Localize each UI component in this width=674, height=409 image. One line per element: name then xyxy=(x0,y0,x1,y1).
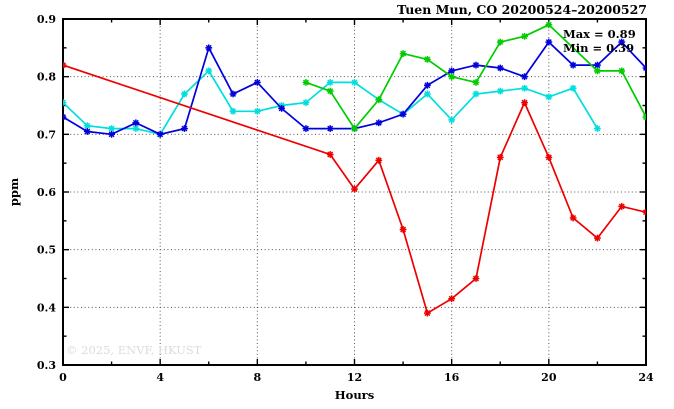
y-tick-label: 0.9 xyxy=(37,13,56,26)
y-tick-label: 0.5 xyxy=(37,244,56,257)
minmax-annotation: Max = 0.89 Min = 0.39 xyxy=(563,27,636,55)
x-tick-label: 20 xyxy=(541,371,557,384)
x-tick-label: 24 xyxy=(638,371,654,384)
min-annotation: Min = 0.39 xyxy=(563,41,635,55)
max-annotation: Max = 0.89 xyxy=(563,27,636,41)
y-tick-label: 0.3 xyxy=(37,359,56,372)
x-tick-label: 12 xyxy=(347,371,362,384)
y-tick-label: 0.4 xyxy=(37,301,56,314)
chart-title: Tuen Mun, CO 20200524–20200527 xyxy=(397,2,647,17)
watermark: © 2025, ENVF, HKUST xyxy=(66,343,202,357)
y-tick-label: 0.7 xyxy=(37,128,56,141)
y-tick-label: 0.6 xyxy=(37,186,56,199)
y-tick-label: 0.8 xyxy=(37,71,56,84)
x-tick-label: 4 xyxy=(156,371,164,384)
x-tick-label: 0 xyxy=(59,371,67,384)
x-tick-label: 16 xyxy=(444,371,460,384)
x-tick-label: 8 xyxy=(254,371,262,384)
y-axis-label: ppm xyxy=(7,177,21,207)
x-axis-label: Hours xyxy=(334,388,375,402)
